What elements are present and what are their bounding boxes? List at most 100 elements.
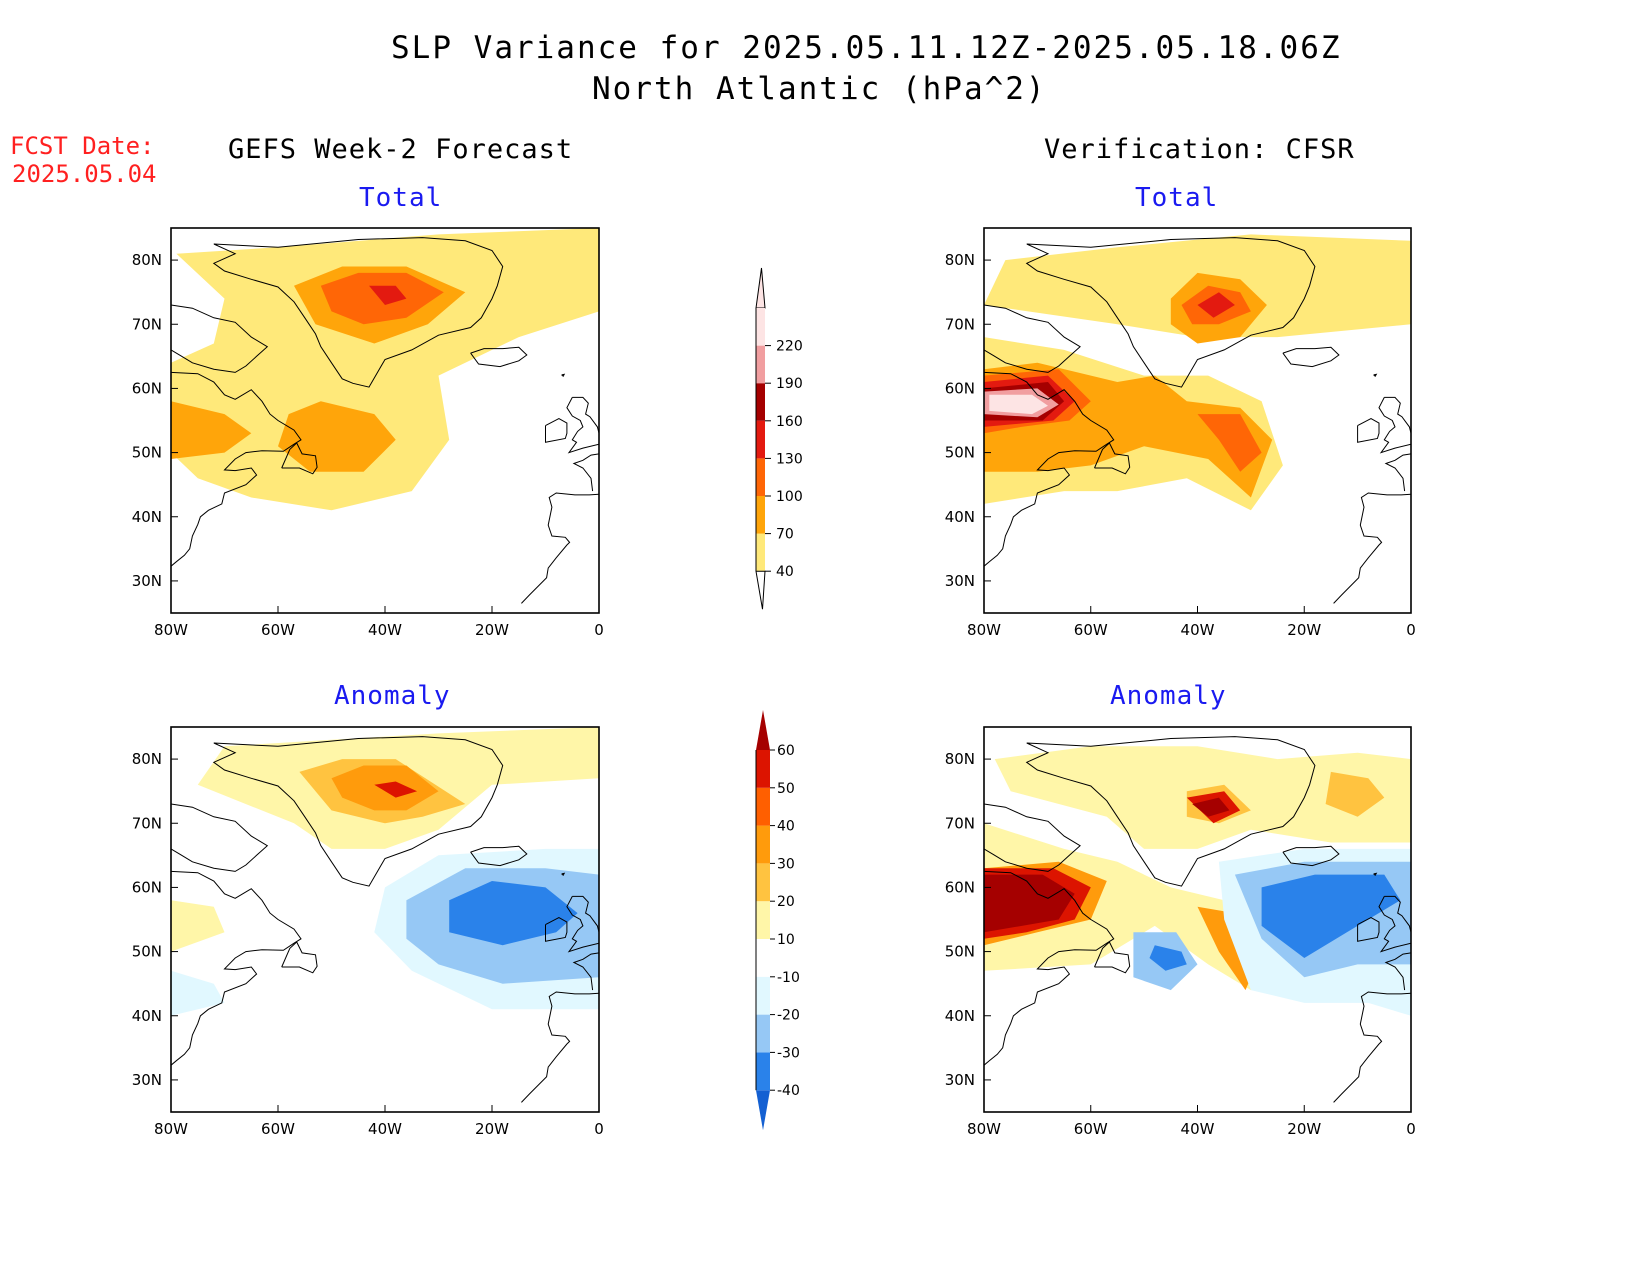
colorbar-level-label: 10 <box>777 932 795 948</box>
lon-tick-label: 60W <box>1074 621 1108 639</box>
contour-fill-8 <box>171 970 225 1016</box>
coastline-2 <box>984 870 1115 1066</box>
coastline-9 <box>1373 373 1378 377</box>
colorbar-bottom-triangle <box>756 1090 770 1131</box>
coastline-5 <box>1378 895 1411 953</box>
lat-tick-label: 40N <box>945 1007 975 1025</box>
colorbar-level-label: 40 <box>777 819 795 835</box>
coastline-6 <box>545 917 568 942</box>
coastline-6 <box>545 418 568 443</box>
colorbar-level-label: 40 <box>776 564 794 580</box>
lon-tick-label: 60W <box>1074 1120 1108 1138</box>
colorbar-level-label: 60 <box>777 743 795 759</box>
contour-fill-6 <box>1197 414 1262 472</box>
lat-tick-label: 30N <box>945 572 975 590</box>
coastline-4 <box>1282 346 1340 368</box>
lat-tick-label: 70N <box>945 315 975 333</box>
coastline-2 <box>171 371 302 567</box>
colorbar-level-label: 100 <box>776 489 803 505</box>
lat-tick-label: 40N <box>132 508 162 526</box>
lon-tick-label: 80W <box>154 1120 188 1138</box>
column-title-gefs: GEFS Week-2 Forecast <box>228 134 574 165</box>
coastline-1 <box>984 304 1081 373</box>
coastline-8 <box>572 453 599 492</box>
panel-label-gefs-total: Total <box>359 183 443 213</box>
lat-tick-label: 30N <box>945 1071 975 1089</box>
panel-label-gefs-anomaly: Anomaly <box>334 681 451 711</box>
lat-tick-label: 50N <box>945 943 975 961</box>
colorbar-box <box>756 345 765 384</box>
contour-fill-12 <box>1261 874 1401 958</box>
lon-tick-label: 80W <box>967 621 1001 639</box>
lat-tick-label: 40N <box>945 508 975 526</box>
map-gefs-anomaly: 80N 70N 60N 50N 40N 30N 80W 60W 40W 20W 0 <box>132 726 604 1138</box>
panel-label-cfsr-anomaly: Anomaly <box>1110 681 1227 711</box>
lon-tick-label: 60W <box>261 1120 295 1138</box>
colorbar-box <box>756 901 770 939</box>
lat-tick-label: 60N <box>132 878 162 896</box>
colorbar-level-label: 70 <box>776 527 794 543</box>
colorbar-level-label: -10 <box>777 970 800 986</box>
colorbar-box <box>756 420 765 459</box>
lon-tick-label: 40W <box>1181 1120 1215 1138</box>
coastline-9 <box>1373 872 1378 876</box>
contour-fill-8 <box>984 874 1075 933</box>
colorbar-box <box>756 939 770 977</box>
lat-tick-label: 40N <box>132 1007 162 1025</box>
colorbar-box <box>756 863 770 902</box>
coastline-3 <box>281 442 318 475</box>
coastline-7 <box>1333 991 1411 1103</box>
coastline-1 <box>984 803 1081 872</box>
colorbar-box <box>756 1014 770 1053</box>
contour-fill-1 <box>171 900 225 952</box>
lon-tick-label: 80W <box>154 621 188 639</box>
colorbar-box <box>756 308 765 346</box>
lat-tick-label: 70N <box>132 814 162 832</box>
column-title-cfsr: Verification: CFSR <box>1044 134 1355 165</box>
coastline-9 <box>561 872 566 876</box>
lon-tick-label: 20W <box>1287 1120 1321 1138</box>
coastline-2 <box>171 870 302 1066</box>
lat-tick-label: 80N <box>132 750 162 768</box>
lon-tick-label: 80W <box>967 1120 1001 1138</box>
chart-title-line1: SLP Variance for 2025.05.11.12Z-2025.05.… <box>391 30 1342 66</box>
lat-tick-label: 50N <box>132 943 162 961</box>
coastline-1 <box>171 304 269 373</box>
contour-fill-14 <box>1149 945 1187 971</box>
coastline-5 <box>566 396 599 454</box>
lat-tick-label: 30N <box>132 1071 162 1089</box>
contour-fill-1 <box>171 401 252 459</box>
colorbar-box <box>756 787 770 826</box>
coastline-0 <box>212 237 504 388</box>
lon-tick-label: 20W <box>475 1120 509 1138</box>
map-cfsr-total: 80N 70N 60N 50N 40N 30N 80W 60W 40W 20W 0 <box>945 227 1416 639</box>
lat-tick-label: 50N <box>132 444 162 462</box>
coastline-1 <box>171 803 269 872</box>
lat-tick-label: 60N <box>945 379 975 397</box>
lon-tick-label: 40W <box>368 1120 402 1138</box>
contour-fill-11 <box>989 394 1048 415</box>
colorbar-box <box>756 458 765 496</box>
lon-tick-label: 60W <box>261 621 295 639</box>
colorbar-level-label: 220 <box>776 339 803 355</box>
coastline-4 <box>470 845 528 867</box>
colorbar-box <box>756 533 765 572</box>
fcst-date-value: 2025.05.04 <box>12 160 157 188</box>
lon-tick-label: 0 <box>1406 1120 1416 1138</box>
coastline-7 <box>521 991 599 1103</box>
coastline-7 <box>521 492 599 604</box>
colorbar-level-label: 30 <box>777 856 795 872</box>
coastline-2 <box>984 371 1115 567</box>
chart-title-line2: North Atlantic (hPa^2) <box>592 71 1047 107</box>
coastline-3 <box>1094 442 1131 475</box>
colorbar-box <box>756 825 770 864</box>
lat-tick-label: 80N <box>132 251 162 269</box>
colorbar-level-label: -30 <box>777 1045 800 1061</box>
coastline-7 <box>1333 492 1411 604</box>
colorbar-top-triangle <box>756 710 770 750</box>
colorbar-level-label: 160 <box>776 414 803 430</box>
lat-tick-label: 80N <box>945 750 975 768</box>
colorbar-box <box>756 976 770 1015</box>
lat-tick-label: 80N <box>945 251 975 269</box>
coastline-8 <box>1384 952 1411 991</box>
